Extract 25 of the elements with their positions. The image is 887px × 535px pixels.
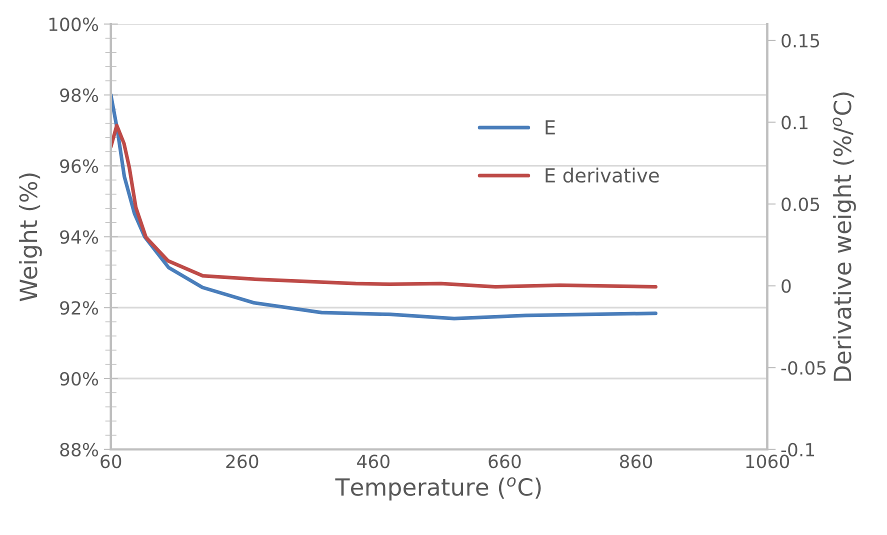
y-tick-label: 98% <box>60 88 98 102</box>
x-axis-title: Temperature ($^{o}$C) <box>335 477 541 500</box>
x-tick-label: 1060 <box>746 454 790 468</box>
y-axis-title: Weight (%) <box>19 173 42 302</box>
line-series <box>110 93 658 320</box>
x-tick-label: 260 <box>226 454 258 468</box>
y-tick-label: 92% <box>60 301 98 315</box>
x-tick-label: 660 <box>488 454 521 468</box>
x-tick-label: 460 <box>357 454 390 468</box>
x-tick-label: 860 <box>620 454 652 468</box>
y-tick-label: 88% <box>60 442 98 457</box>
y2-tick-label: 0.1 <box>782 116 808 130</box>
legend-label: E derivative <box>546 168 659 183</box>
y2-tick-label: -0.05 <box>781 361 826 375</box>
y-tick-label: 90% <box>60 372 98 386</box>
legend-label: E <box>546 120 555 134</box>
y2-tick-label: -0.1 <box>781 442 814 457</box>
y2-tick-label: 0.05 <box>782 197 820 212</box>
y2-tick-label: 0 <box>782 279 791 293</box>
y2-tick-label: 0.15 <box>782 34 820 48</box>
x-tick-label: 60 <box>100 454 122 468</box>
y-tick-label: 96% <box>60 159 98 173</box>
y-tick-label: 100% <box>49 18 98 32</box>
y2-axis-title: Derivative weight (%/$^{o}$C) <box>832 92 856 381</box>
y-tick-label: 94% <box>60 230 98 244</box>
